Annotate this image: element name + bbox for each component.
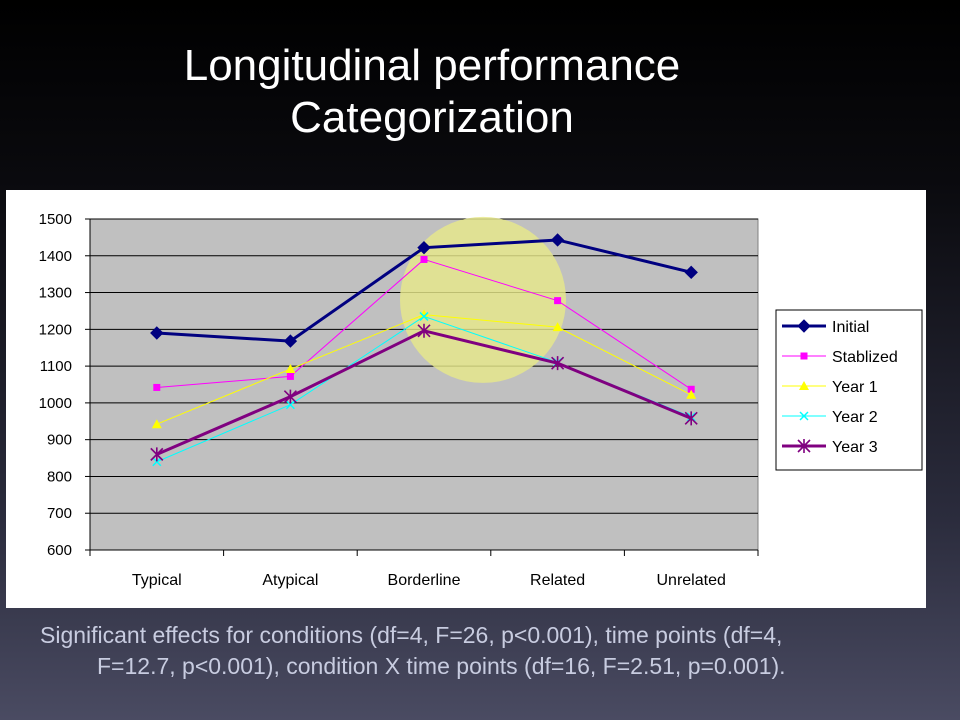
x-tick-label: Borderline	[388, 572, 461, 589]
y-tick-label: 600	[47, 542, 72, 559]
y-tick-label: 1500	[39, 211, 72, 228]
caption-line-2: F=12.7, p<0.001), condition X time point…	[97, 653, 786, 679]
data-point-year-3	[551, 356, 565, 371]
data-point-initial	[550, 233, 565, 247]
data-point-stablized	[286, 372, 294, 380]
data-point-year-2	[419, 311, 429, 321]
data-point-year-1	[151, 419, 162, 429]
slide-title: Longitudinal performance Categorization	[0, 40, 864, 144]
legend-label-year-3: Year 3	[832, 439, 878, 456]
data-point-year-3	[150, 447, 164, 462]
legend-label-stablized: Stablized	[832, 349, 898, 366]
data-point-stablized	[687, 385, 695, 393]
data-point-year-1	[419, 309, 429, 319]
x-tick-label: Typical	[132, 572, 182, 589]
title-line-1: Longitudinal performance	[183, 41, 681, 90]
y-tick-label: 1000	[39, 395, 72, 412]
y-tick-label: 1100	[40, 358, 72, 375]
data-point-initial	[684, 265, 698, 280]
legend-label-year-1: Year 1	[832, 379, 878, 396]
data-point-year-3	[417, 323, 431, 338]
legend-marker-initial	[797, 319, 811, 333]
data-point-year-1	[285, 364, 296, 374]
stats-caption: Significant effects for conditions (df=4…	[40, 620, 880, 682]
legend-label-year-2: Year 2	[832, 409, 878, 426]
legend-marker-year-3	[797, 439, 811, 453]
line-chart: 600 700 800 900 1000 1100 1200 1300 1400 1500 Typi…	[39, 211, 923, 589]
data-point-stablized	[420, 255, 428, 263]
y-tick-label: 900	[47, 432, 72, 449]
data-point-initial	[283, 334, 298, 348]
data-point-year-2	[285, 400, 295, 410]
y-tick-label: 1400	[39, 248, 72, 265]
caption-line-1: Significant effects for conditions (df=4…	[40, 622, 783, 648]
legend-marker-year-2	[799, 411, 809, 421]
legend-marker-year-1	[799, 381, 809, 390]
data-point-year-3	[684, 411, 698, 426]
data-point-stablized	[554, 297, 562, 305]
data-point-year-1	[686, 389, 697, 399]
chart-panel: 600 700 800 900 1000 1100 1200 1300 1400 1500 Typi…	[6, 190, 926, 608]
y-tick-label: 700	[47, 505, 72, 522]
data-point-year-1	[552, 322, 563, 332]
title-line-2: Categorization	[290, 93, 574, 142]
y-tick-label: 800	[47, 468, 72, 485]
data-point-initial	[150, 326, 164, 340]
x-tick-label: Atypical	[262, 572, 318, 589]
data-point-initial	[417, 240, 431, 255]
highlight-circle	[400, 216, 566, 383]
legend-marker-stablized	[800, 352, 808, 360]
data-point-year-2	[152, 457, 162, 467]
data-point-stablized	[153, 383, 161, 391]
x-tick-label: Unrelated	[657, 572, 726, 589]
data-point-year-3	[283, 389, 297, 404]
legend-label-initial: Initial	[832, 319, 869, 336]
y-tick-label: 1300	[39, 285, 72, 302]
x-tick-label: Related	[530, 572, 585, 589]
y-tick-label: 1200	[39, 321, 72, 338]
